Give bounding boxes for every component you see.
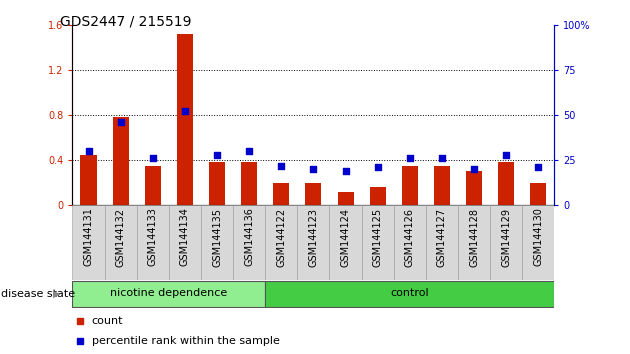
Text: GSM144135: GSM144135 (212, 207, 222, 267)
Bar (498, 162, 514, 205)
Text: GSM144128: GSM144128 (469, 207, 479, 267)
FancyBboxPatch shape (265, 205, 297, 280)
Point (404, 155, 415, 161)
Text: GSM144131: GSM144131 (84, 207, 93, 267)
Text: GSM144136: GSM144136 (244, 207, 254, 267)
Text: GSM144124: GSM144124 (341, 207, 350, 267)
FancyBboxPatch shape (137, 205, 169, 280)
Text: disease state: disease state (1, 289, 76, 299)
Point (147, 155, 158, 161)
FancyBboxPatch shape (362, 205, 394, 280)
Text: ▶: ▶ (53, 289, 60, 299)
FancyBboxPatch shape (394, 205, 426, 280)
Bar (338, 192, 353, 205)
FancyBboxPatch shape (233, 205, 265, 280)
Text: nicotine dependence: nicotine dependence (110, 288, 227, 298)
Bar (402, 166, 418, 205)
FancyBboxPatch shape (329, 205, 362, 280)
Text: GSM144127: GSM144127 (437, 207, 447, 267)
Point (244, 148, 254, 154)
Point (308, 166, 318, 172)
Point (372, 165, 382, 170)
Bar (466, 171, 482, 205)
Bar (113, 117, 129, 205)
Point (501, 152, 511, 158)
Bar (434, 166, 450, 205)
Bar (145, 166, 161, 205)
Point (340, 168, 350, 174)
FancyBboxPatch shape (105, 205, 137, 280)
Point (212, 152, 222, 158)
Bar (273, 183, 289, 205)
Bar (530, 183, 546, 205)
Point (437, 155, 447, 161)
Bar (370, 187, 386, 205)
Point (180, 109, 190, 114)
Text: percentile rank within the sample: percentile rank within the sample (92, 336, 280, 346)
Bar (306, 183, 321, 205)
Text: count: count (92, 316, 123, 326)
Text: GSM144133: GSM144133 (148, 207, 158, 267)
FancyBboxPatch shape (522, 205, 554, 280)
Bar (81, 155, 96, 205)
Point (276, 163, 286, 169)
Bar (209, 162, 225, 205)
FancyBboxPatch shape (426, 205, 458, 280)
Text: GSM144126: GSM144126 (405, 207, 415, 267)
Bar (241, 162, 257, 205)
Text: GSM144125: GSM144125 (373, 207, 382, 267)
Text: GSM144123: GSM144123 (309, 207, 318, 267)
Text: control: control (391, 288, 429, 298)
FancyBboxPatch shape (458, 205, 490, 280)
Text: GSM144122: GSM144122 (277, 207, 286, 267)
FancyBboxPatch shape (297, 205, 329, 280)
Point (83, 148, 94, 154)
Text: GDS2447 / 215519: GDS2447 / 215519 (60, 14, 192, 28)
FancyBboxPatch shape (72, 205, 105, 280)
FancyBboxPatch shape (169, 205, 201, 280)
Text: GSM144129: GSM144129 (501, 207, 511, 267)
Point (469, 166, 479, 172)
Bar (177, 34, 193, 205)
FancyBboxPatch shape (490, 205, 522, 280)
FancyBboxPatch shape (201, 205, 233, 280)
Text: GSM144134: GSM144134 (180, 207, 190, 267)
Point (533, 165, 543, 170)
Text: GSM144130: GSM144130 (534, 207, 543, 267)
Point (116, 119, 126, 125)
FancyBboxPatch shape (72, 281, 265, 307)
FancyBboxPatch shape (265, 281, 554, 307)
Text: GSM144132: GSM144132 (116, 207, 125, 267)
